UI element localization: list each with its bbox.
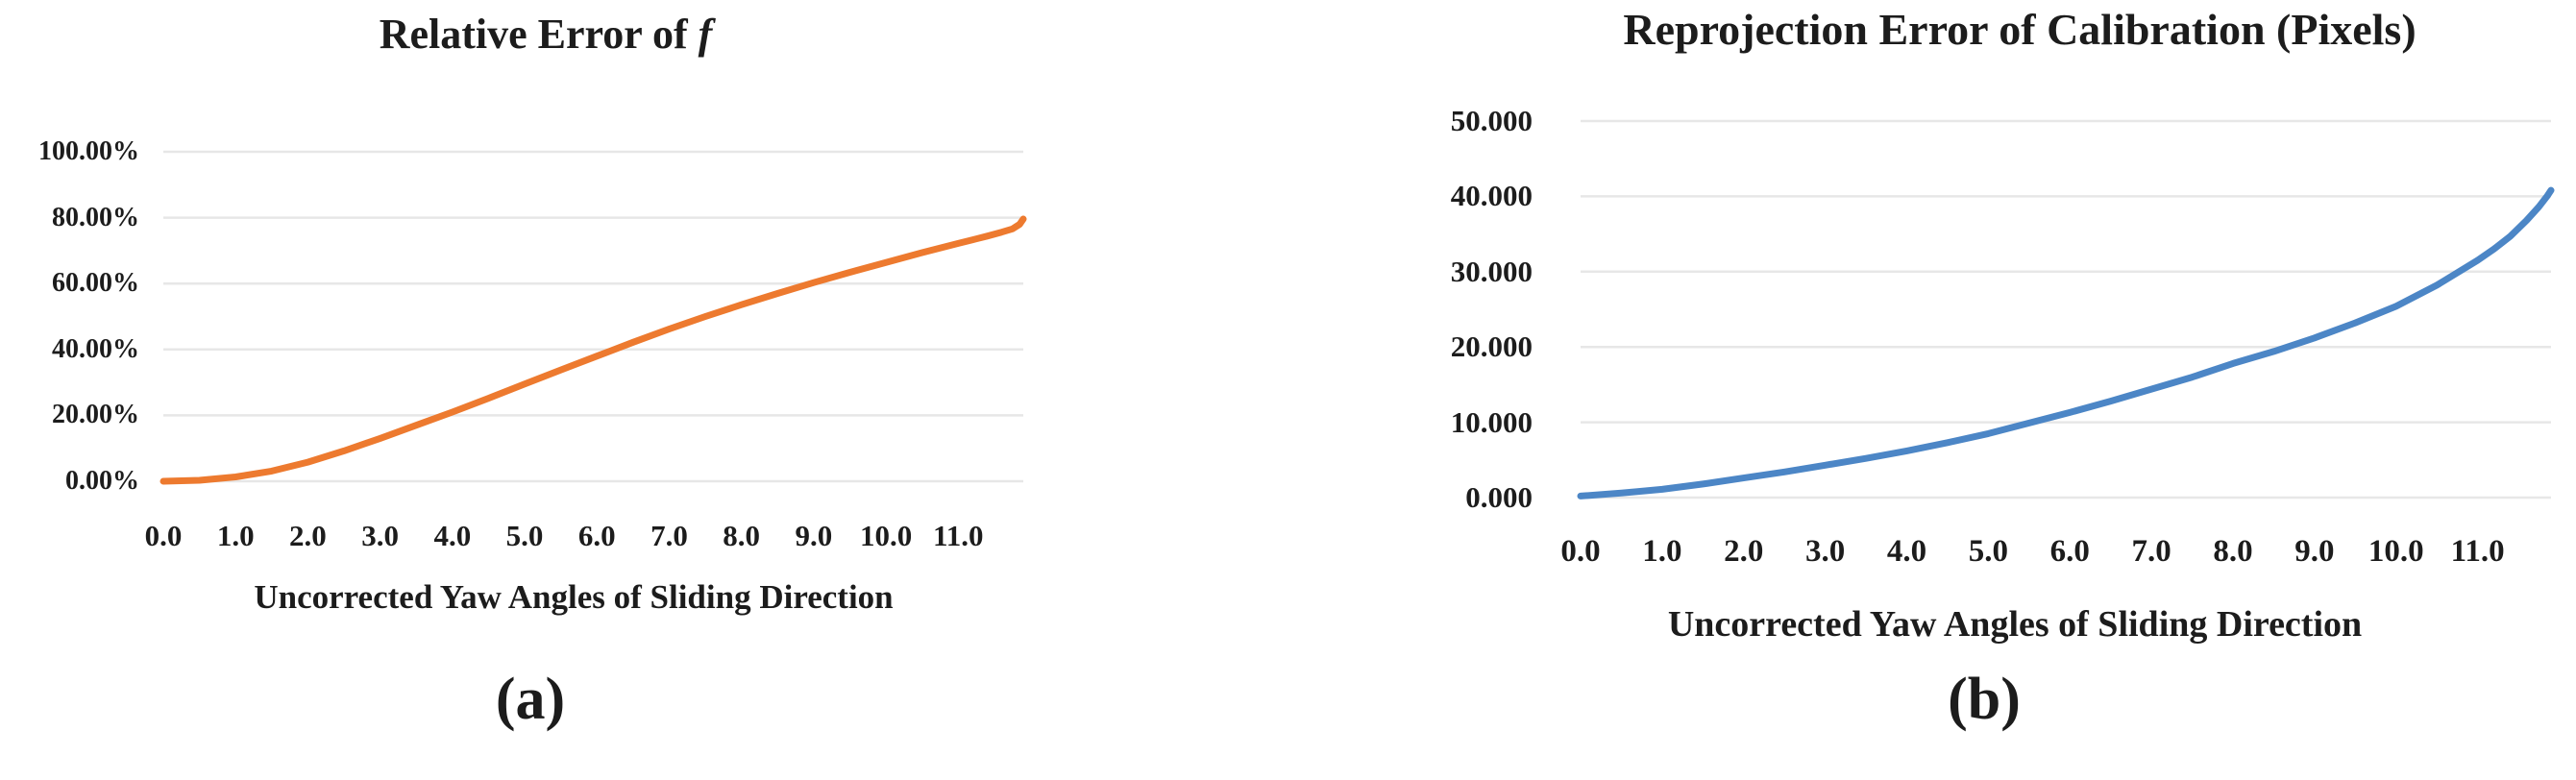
chart-title-segment: Reprojection Error of Calibration (Pixel… bbox=[1623, 5, 2417, 54]
y-axis-tick-label: 0.00% bbox=[65, 466, 139, 496]
y-axis-tick-label: 50.000 bbox=[1450, 104, 1533, 137]
x-axis-tick-label: 10.0 bbox=[859, 519, 913, 552]
y-axis-tick-label: 30.000 bbox=[1450, 254, 1533, 288]
x-axis-tick-label: 3.0 bbox=[1804, 534, 1846, 569]
plot-area-b bbox=[1577, 119, 2555, 500]
y-axis-tick-label: 20.000 bbox=[1450, 329, 1533, 364]
chart-title-italic-segment: f bbox=[698, 11, 713, 58]
x-axis-tick-label: 4.0 bbox=[1886, 534, 1927, 569]
y-axis-tick-label: 40.000 bbox=[1450, 179, 1533, 213]
x-axis-tick-label: 8.0 bbox=[723, 519, 761, 552]
y-axis-tick-label: 20.00% bbox=[52, 400, 139, 430]
x-axis-tick-label: 11.0 bbox=[933, 519, 984, 552]
x-axis-tick-label: 0.0 bbox=[144, 519, 183, 552]
x-axis-tick-label: 6.0 bbox=[2049, 534, 2090, 569]
y-axis-tick-label: 0.000 bbox=[1465, 480, 1533, 514]
y-axis-tick-label: 60.00% bbox=[52, 268, 139, 299]
chart-title-a: Relative Error of f bbox=[113, 10, 978, 59]
y-axis-tick-label: 40.00% bbox=[52, 333, 139, 364]
x-axis-tick-label: 4.0 bbox=[433, 519, 472, 552]
x-axis-tick-label: 5.0 bbox=[505, 519, 544, 552]
chart-title-segment: Relative Error of bbox=[379, 11, 699, 58]
y-axis-tick-label: 80.00% bbox=[52, 202, 139, 232]
y-axis-tick-label: 100.00% bbox=[38, 136, 139, 166]
x-axis-tick-label: 10.0 bbox=[2367, 534, 2424, 569]
data-series-line bbox=[159, 215, 1027, 485]
x-axis-tick-label: 2.0 bbox=[289, 519, 327, 552]
x-axis-tick-label: 1.0 bbox=[1642, 534, 1682, 569]
x-axis-tick-label: 7.0 bbox=[2131, 534, 2171, 569]
x-axis-tick-label: 3.0 bbox=[361, 519, 399, 552]
x-axis-title-b: Uncorrected Yaw Angles of Sliding Direct… bbox=[1667, 604, 2363, 645]
panel-caption-b: (b) bbox=[1948, 667, 2021, 732]
x-axis-tick-label: 1.0 bbox=[216, 519, 255, 552]
x-axis-tick-label: 9.0 bbox=[2294, 534, 2335, 569]
x-axis-tick-label: 5.0 bbox=[1968, 534, 2008, 569]
plot-area-a bbox=[159, 150, 1027, 485]
chart-title-b: Reprojection Error of Calibration (Pixel… bbox=[1539, 4, 2500, 55]
panel-caption-a: (a) bbox=[495, 667, 566, 732]
x-axis-tick-label: 0.0 bbox=[1560, 534, 1601, 569]
x-axis-tick-label: 9.0 bbox=[795, 519, 833, 552]
x-axis-tick-label: 11.0 bbox=[2450, 534, 2505, 569]
x-axis-tick-label: 8.0 bbox=[2213, 534, 2253, 569]
x-axis-tick-label: 2.0 bbox=[1724, 534, 1764, 569]
x-axis-tick-label: 7.0 bbox=[650, 519, 688, 552]
y-axis-tick-label: 10.000 bbox=[1450, 404, 1533, 439]
data-series-line bbox=[1577, 186, 2555, 500]
x-axis-title-a: Uncorrected Yaw Angles of Sliding Direct… bbox=[254, 578, 894, 616]
x-axis-tick-label: 6.0 bbox=[577, 519, 616, 552]
